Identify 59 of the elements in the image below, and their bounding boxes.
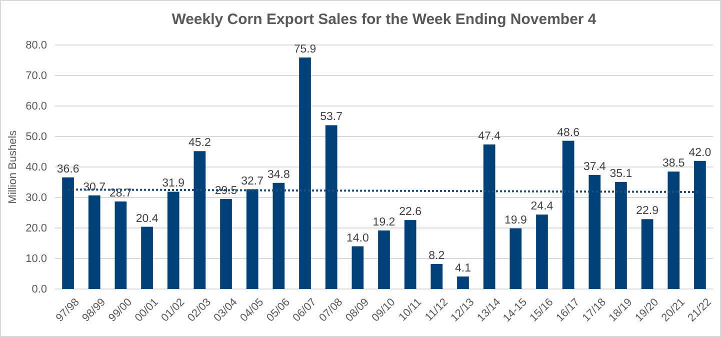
data-label: 48.6 bbox=[557, 126, 580, 139]
bar bbox=[325, 125, 338, 289]
y-tick-label: 0.0 bbox=[32, 284, 47, 296]
bar bbox=[588, 174, 601, 289]
bar bbox=[352, 246, 364, 289]
bar bbox=[562, 140, 574, 289]
bar bbox=[457, 276, 469, 289]
bar bbox=[246, 189, 258, 289]
bar bbox=[194, 151, 206, 289]
data-label: 45.2 bbox=[188, 137, 211, 150]
y-tick-label: 10.0 bbox=[26, 253, 47, 266]
data-label: 37.4 bbox=[583, 160, 606, 173]
bar bbox=[378, 230, 390, 289]
bar bbox=[510, 228, 522, 289]
y-tick-label: 40.0 bbox=[26, 162, 47, 174]
data-label: 4.1 bbox=[454, 262, 471, 274]
y-tick-label: 60.0 bbox=[26, 100, 47, 113]
bar bbox=[141, 226, 153, 289]
data-label: 36.6 bbox=[56, 163, 80, 176]
bar bbox=[167, 192, 180, 289]
data-label: 29.5 bbox=[214, 185, 238, 198]
y-tick-label: 70.0 bbox=[26, 70, 47, 82]
data-label: 22.6 bbox=[399, 206, 422, 218]
bar bbox=[299, 58, 311, 289]
data-label: 19.2 bbox=[372, 216, 396, 228]
bar bbox=[641, 219, 654, 289]
bar bbox=[694, 160, 706, 289]
bar bbox=[536, 214, 548, 289]
bar bbox=[220, 199, 232, 289]
data-label: 8.2 bbox=[428, 250, 445, 262]
data-label: 14.0 bbox=[346, 232, 369, 244]
data-label: 24.4 bbox=[530, 200, 554, 213]
y-tick-label: 50.0 bbox=[26, 131, 47, 144]
data-label: 22.9 bbox=[636, 205, 658, 218]
bar bbox=[430, 264, 443, 289]
data-label: 19.9 bbox=[504, 214, 527, 226]
data-label: 32.7 bbox=[241, 175, 264, 188]
data-label: 53.7 bbox=[320, 111, 343, 124]
y-tick-label: 20.0 bbox=[26, 222, 47, 235]
bar bbox=[483, 144, 496, 289]
data-label: 75.9 bbox=[294, 44, 316, 56]
bar bbox=[114, 201, 127, 289]
y-tick-label: 30.0 bbox=[26, 192, 47, 204]
data-label: 34.8 bbox=[267, 168, 290, 181]
data-label: 42.0 bbox=[688, 146, 712, 159]
y-tick-label: 80.0 bbox=[26, 40, 47, 52]
data-label: 35.1 bbox=[610, 168, 632, 180]
data-label: 38.5 bbox=[662, 158, 685, 170]
chart-title: Weekly Corn Export Sales for the Week Ending November 4 bbox=[172, 11, 597, 28]
data-label: 31.9 bbox=[162, 178, 185, 190]
data-label: 47.4 bbox=[478, 130, 502, 142]
bar bbox=[88, 195, 100, 289]
bar bbox=[404, 220, 416, 289]
data-label: 20.4 bbox=[136, 212, 159, 225]
bar bbox=[668, 172, 680, 289]
bar bbox=[272, 182, 285, 289]
bar bbox=[62, 177, 74, 289]
y-axis-title: Million Bushels bbox=[7, 130, 19, 204]
bar bbox=[615, 182, 627, 289]
